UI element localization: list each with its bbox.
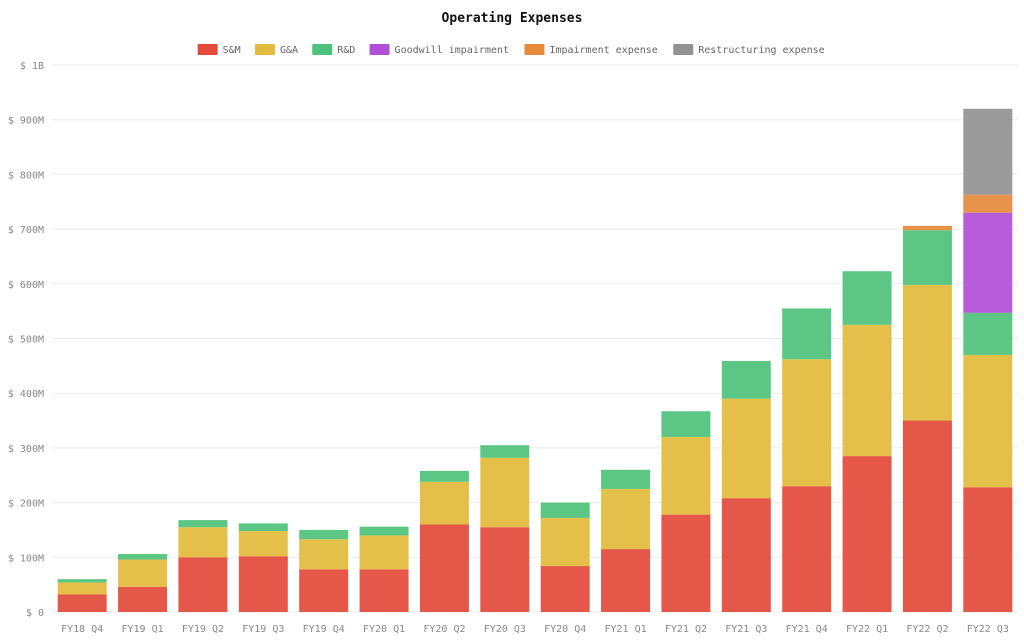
legend-swatch-randd bbox=[312, 44, 333, 55]
bar-segment-sandm bbox=[902, 420, 952, 612]
legend-label-restructuring-expense: Restructuring expense bbox=[698, 45, 824, 56]
bar-segment-sandm bbox=[963, 487, 1013, 612]
y-tick-label: $ 100M bbox=[8, 553, 44, 564]
x-tick-label: FY22 Q3 bbox=[967, 624, 1009, 635]
bar-segment-sandm bbox=[842, 456, 892, 612]
bar-segment-ganda bbox=[963, 354, 1013, 488]
bar-segment-randd bbox=[963, 312, 1013, 355]
bar-segment-randd bbox=[419, 470, 469, 482]
bar-segment-randd bbox=[721, 360, 771, 399]
bar-segment-ganda bbox=[359, 535, 409, 570]
bar-segment-randd bbox=[540, 502, 590, 518]
legend-label-goodwill-impairment: Goodwill impairment bbox=[395, 45, 509, 56]
bar-segment-ganda bbox=[178, 527, 228, 558]
y-tick-label: $ 500M bbox=[8, 335, 44, 346]
bar-segment-ganda bbox=[118, 559, 168, 587]
bar-segment-ganda bbox=[238, 531, 288, 557]
chart-title: Operating Expenses bbox=[442, 11, 583, 26]
bar-segment-sandm bbox=[480, 527, 530, 612]
x-tick-label: FY21 Q3 bbox=[725, 624, 767, 635]
legend-label-sandm: S&M bbox=[223, 45, 241, 56]
x-tick-label: FY19 Q1 bbox=[121, 624, 163, 635]
legend-label-impairment-expense: Impairment expense bbox=[549, 45, 657, 56]
x-tick-label: FY22 Q2 bbox=[906, 624, 948, 635]
x-tick-label: FY20 Q4 bbox=[544, 624, 586, 635]
x-tick-label: FY19 Q4 bbox=[303, 624, 345, 635]
x-tick-label: FY20 Q2 bbox=[423, 624, 465, 635]
x-tick-label: FY21 Q2 bbox=[665, 624, 707, 635]
bar-segment-ganda bbox=[902, 284, 952, 421]
bar-segment-ganda bbox=[601, 488, 651, 550]
bar-segment-sandm bbox=[57, 594, 107, 612]
bar-segment-sandm bbox=[359, 569, 409, 612]
y-tick-label: $ 300M bbox=[8, 444, 44, 455]
chart-legend: S&M G&A R&D Goodwill impairment Impairment e… bbox=[197, 44, 825, 56]
legend-swatch-goodwill-impairment bbox=[369, 44, 390, 55]
bar-segment-sandm bbox=[299, 569, 349, 612]
y-tick-label: $ 700M bbox=[8, 225, 44, 236]
y-tick-label: $ 600M bbox=[8, 280, 44, 291]
legend-swatch-impairment-expense bbox=[524, 44, 545, 55]
bar-segment-randd bbox=[359, 526, 409, 536]
bar-segment-sandm bbox=[601, 549, 651, 612]
legend-label-ganda: G&A bbox=[280, 45, 298, 56]
bar-segment-randd bbox=[299, 529, 349, 540]
bar-segment-restructuring-expense bbox=[963, 108, 1013, 195]
x-tick-label: FY22 Q1 bbox=[846, 624, 888, 635]
bar-segment-randd bbox=[842, 271, 892, 325]
x-axis: FY18 Q4 FY19 Q1 FY19 Q2 FY19 Q3 FY19 Q4 FY20 … bbox=[61, 624, 1009, 635]
bar-segment-ganda bbox=[782, 359, 832, 487]
y-axis: $ 0 $ 100M $ 200M $ 300M $ 400M $ 500M $ 600M $… bbox=[8, 61, 44, 619]
bar-segment-randd bbox=[238, 523, 288, 532]
bar-segment-sandm bbox=[419, 524, 469, 612]
bar-segment-randd bbox=[57, 579, 107, 583]
y-tick-label: $ 1B bbox=[20, 61, 44, 72]
y-tick-label: $ 0 bbox=[26, 608, 44, 619]
x-tick-label: FY19 Q2 bbox=[182, 624, 224, 635]
x-tick-label: FY21 Q4 bbox=[786, 624, 828, 635]
bar-segment-randd bbox=[902, 230, 952, 285]
y-tick-label: $ 200M bbox=[8, 499, 44, 510]
bar-segment-randd bbox=[661, 411, 711, 437]
x-tick-label: FY18 Q4 bbox=[61, 624, 103, 635]
legend-swatch-ganda bbox=[254, 44, 275, 55]
y-tick-label: $ 800M bbox=[8, 170, 44, 181]
legend-swatch-sandm bbox=[197, 44, 218, 55]
bar-segment-goodwill-impairment bbox=[963, 212, 1013, 313]
bar-segment-ganda bbox=[540, 517, 590, 567]
bar-segment-sandm bbox=[721, 498, 771, 612]
bar-segment-ganda bbox=[480, 457, 530, 528]
x-tick-label: FY19 Q3 bbox=[242, 624, 284, 635]
bar-segment-impairment-expense bbox=[963, 194, 1013, 213]
x-tick-label: FY20 Q1 bbox=[363, 624, 405, 635]
y-tick-label: $ 900M bbox=[8, 116, 44, 127]
bar-segment-ganda bbox=[299, 539, 349, 570]
bar-segment-randd bbox=[480, 445, 530, 458]
x-tick-label: FY21 Q1 bbox=[604, 624, 646, 635]
bar-segment-ganda bbox=[721, 398, 771, 499]
y-tick-label: $ 400M bbox=[8, 389, 44, 400]
bar-segment-randd bbox=[118, 554, 168, 560]
bar-segment-ganda bbox=[842, 324, 892, 457]
bar-segment-randd bbox=[178, 520, 228, 528]
x-tick-label: FY20 Q3 bbox=[484, 624, 526, 635]
legend-swatch-restructuring-expense bbox=[673, 44, 694, 55]
bar-segment-sandm bbox=[238, 556, 288, 612]
bar-segment-sandm bbox=[118, 586, 168, 612]
bar-segment-randd bbox=[601, 469, 651, 489]
bar-segment-impairment-expense bbox=[902, 225, 952, 231]
bar-segment-sandm bbox=[661, 514, 711, 612]
bar-segment-ganda bbox=[661, 436, 711, 515]
bar-segment-sandm bbox=[178, 557, 228, 612]
legend-label-randd: R&D bbox=[337, 45, 355, 56]
bar-segment-ganda bbox=[419, 481, 469, 525]
bar-segment-sandm bbox=[782, 486, 832, 612]
bar-segment-randd bbox=[782, 308, 832, 360]
bar-segments bbox=[57, 108, 1013, 612]
bar-segment-ganda bbox=[57, 582, 107, 595]
bar-segment-sandm bbox=[540, 566, 590, 612]
